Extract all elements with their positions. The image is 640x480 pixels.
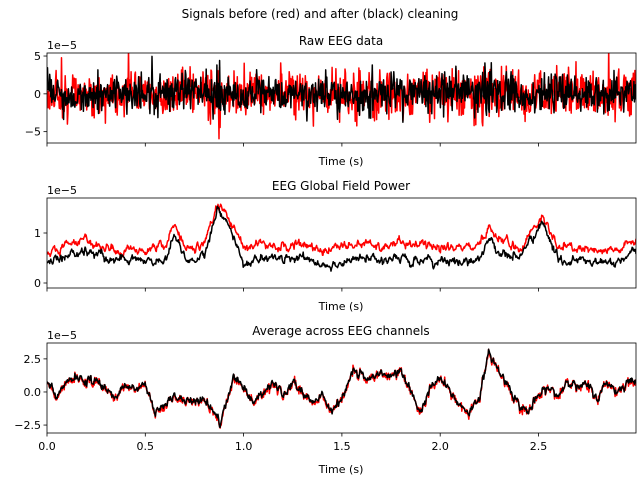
axes-title: EEG Global Field Power [272, 179, 410, 193]
axes-raw-eeg: Raw EEG data 1e−5 Time (s) 5 0 −5 [25, 34, 637, 168]
axes-average-channels: Average across EEG channels 1e−5 Time (s… [14, 324, 637, 476]
axes-global-field-power: EEG Global Field Power 1e−5 Time (s) 1 0 [34, 179, 637, 313]
y-tick-label: 0.0 [24, 386, 42, 399]
x-tick-label: 0.5 [137, 440, 155, 453]
plot-lines [47, 53, 636, 140]
y-tick-label: −2.5 [14, 419, 41, 432]
x-tick-label: 0.0 [38, 440, 56, 453]
x-axis-label: Time (s) [318, 155, 364, 168]
series-line-after [47, 348, 636, 429]
y-tick-label: 0 [34, 88, 41, 101]
series-line-before [47, 203, 636, 258]
x-tick-label: 2.5 [530, 440, 548, 453]
offset-text: 1e−5 [47, 184, 77, 197]
y-tick-label: 0 [34, 277, 41, 290]
y-tick-label: 5 [34, 50, 41, 63]
series-line-after [47, 205, 636, 272]
axes-title: Raw EEG data [299, 34, 383, 48]
offset-text: 1e−5 [47, 39, 77, 52]
plot-lines [47, 203, 636, 272]
x-axis-label: Time (s) [318, 463, 364, 476]
y-tick-label: −5 [25, 126, 41, 139]
x-tick-label: 1.0 [235, 440, 253, 453]
y-tick-label: 2.5 [24, 353, 42, 366]
series-line-before [47, 53, 636, 140]
y-tick-label: 1 [34, 227, 41, 240]
series-line-after [47, 55, 636, 123]
x-axis-label: Time (s) [318, 300, 364, 313]
axes-title: Average across EEG channels [252, 324, 429, 338]
suptitle: Signals before (red) and after (black) c… [182, 7, 459, 21]
offset-text: 1e−5 [47, 329, 77, 342]
x-tick-label: 1.5 [333, 440, 351, 453]
x-tick-label: 2.0 [431, 440, 449, 453]
plot-lines [47, 348, 636, 429]
